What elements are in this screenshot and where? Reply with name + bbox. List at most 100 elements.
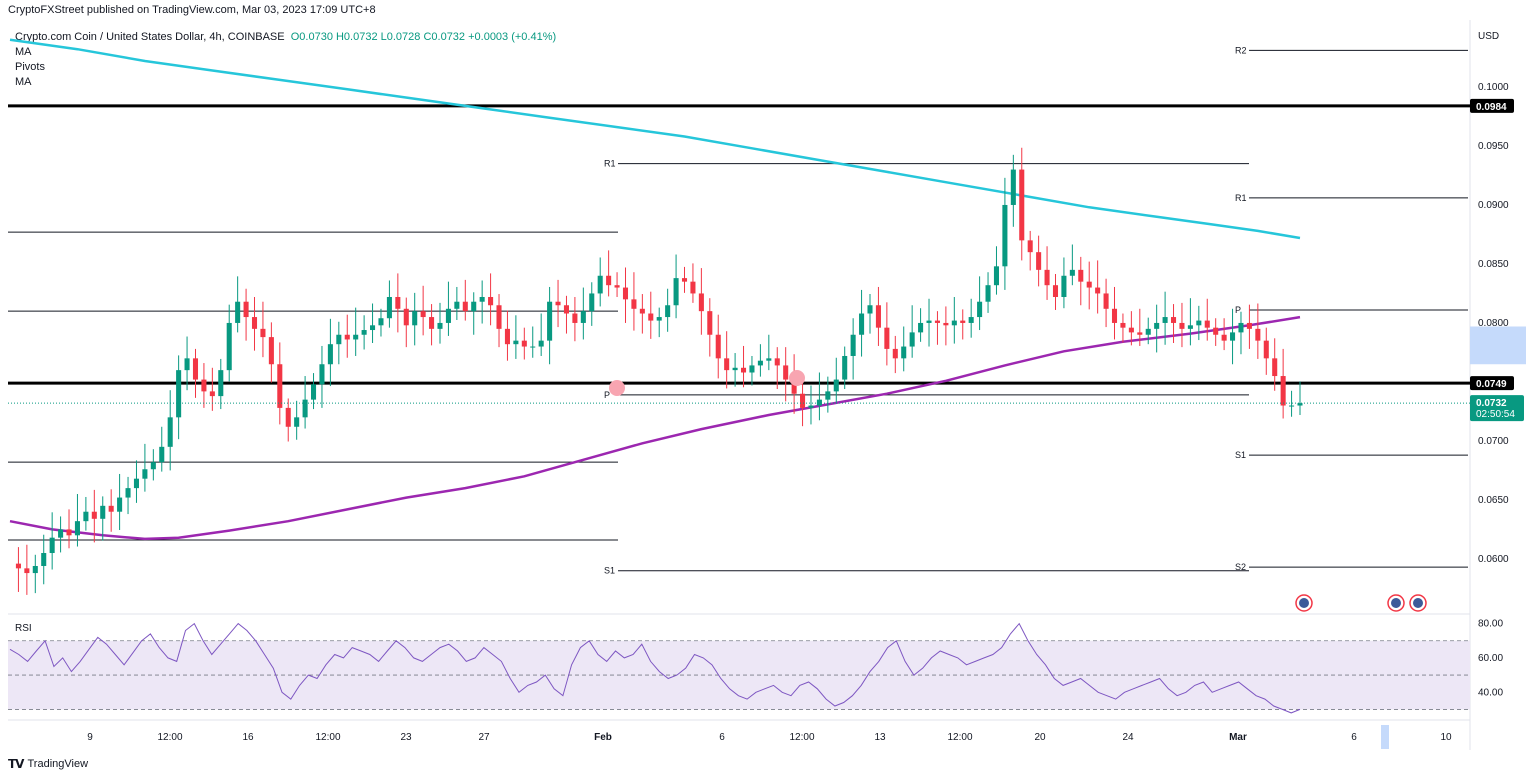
candle-body-38	[327, 344, 333, 365]
candle-body-128	[1086, 281, 1092, 288]
candle-body-121	[1027, 240, 1033, 253]
footer-brand[interactable]: 𝗧𝗩 TradingView	[8, 757, 88, 771]
candle-body-12	[108, 505, 114, 512]
candle-body-19	[167, 417, 173, 447]
indicator-ma-fast[interactable]: MA	[15, 46, 32, 58]
price-tick-8: 0.0600	[1478, 554, 1509, 565]
candle-body-8	[74, 521, 80, 536]
time-tick-12: 24	[1122, 732, 1134, 743]
candle-body-4	[41, 553, 47, 566]
candle-body-59	[504, 328, 510, 345]
candle-body-50	[429, 317, 435, 329]
candle-body-33	[285, 407, 291, 427]
candle-body-130	[1103, 293, 1109, 309]
time-tick-8: 12:00	[789, 732, 814, 743]
candle-body-34	[294, 417, 300, 427]
candle-body-100	[850, 334, 856, 356]
candle-body-105	[892, 348, 898, 359]
candle-body-104	[884, 327, 890, 349]
candle-body-124	[1052, 285, 1059, 297]
price-tick-2: 0.0900	[1478, 200, 1509, 211]
candle-body-111	[943, 322, 949, 326]
candle-body-94	[800, 393, 806, 408]
candle-body-57	[488, 296, 494, 306]
candle-body-95	[808, 405, 814, 408]
candle-body-49	[420, 311, 426, 318]
candle-body-75	[639, 308, 645, 314]
candle-body-5	[49, 537, 55, 554]
pivot-label-Mar-1: R1	[1235, 193, 1247, 203]
time-tick-4: 23	[400, 732, 412, 743]
candle-body-80	[681, 278, 688, 282]
candle-body-60	[513, 340, 519, 345]
candle-body-113	[960, 320, 966, 323]
candle-body-52	[445, 308, 451, 323]
time-tick-3: 12:00	[315, 732, 340, 743]
candle-body-48	[412, 311, 418, 326]
price-axis-unit: USD	[1478, 31, 1499, 42]
usd-flag-icon-2	[1413, 598, 1423, 608]
price-tick-0: 0.1000	[1478, 82, 1509, 93]
ma-line-1	[9, 38, 1301, 240]
candle-body-56	[479, 296, 485, 302]
indicator-ma-slow[interactable]: MA	[15, 76, 32, 88]
candle-body-71	[606, 275, 612, 286]
time-tick-15: 10	[1440, 732, 1452, 743]
candle-body-139	[1179, 322, 1185, 329]
candle-body-83	[707, 311, 713, 335]
candle-body-147	[1246, 322, 1252, 329]
candle-body-74	[631, 299, 637, 309]
pivot-label-Mar-4: S2	[1235, 562, 1246, 572]
candle-body-72	[614, 285, 620, 288]
last-price-label: 0.0732	[1476, 398, 1507, 409]
price-tick-6: 0.0700	[1478, 436, 1509, 447]
candle-body-125	[1061, 275, 1067, 297]
candle-body-14	[125, 488, 131, 498]
pivot-label-Feb-0: R1	[604, 159, 616, 169]
candle-body-20	[176, 370, 182, 418]
candle-body-143	[1213, 327, 1219, 335]
level-tag-label-0: 0.0984	[1476, 102, 1507, 113]
candle-body-91	[774, 358, 780, 366]
candle-body-138	[1171, 317, 1177, 323]
rsi-tick-0: 80.00	[1478, 619, 1503, 630]
ma-line-0	[9, 315, 1301, 541]
candle-body-145	[1230, 332, 1236, 341]
candle-body-15	[133, 478, 139, 489]
price-tick-4: 0.0800	[1478, 318, 1509, 329]
candle-body-85	[724, 358, 730, 371]
price-tick-3: 0.0850	[1478, 259, 1509, 270]
candle-body-29	[251, 317, 258, 329]
candle-body-77	[656, 317, 662, 321]
candle-body-106	[901, 346, 907, 359]
candle-body-84	[715, 334, 721, 359]
symbol-title[interactable]: Crypto.com Coin / United States Dollar, …	[15, 31, 285, 43]
candle-body-62	[530, 346, 536, 348]
candle-body-120	[1019, 169, 1025, 241]
level-tag-label-1: 0.0749	[1476, 379, 1507, 390]
time-tick-13: Mar	[1229, 732, 1247, 743]
candle-body-96	[816, 399, 822, 406]
indicator-pivots[interactable]: Pivots	[15, 61, 45, 73]
candle-body-73	[622, 287, 629, 300]
candle-body-97	[825, 391, 831, 400]
time-tick-0: 9	[87, 732, 93, 743]
candle-body-129	[1095, 287, 1101, 294]
candle-body-114	[968, 317, 974, 323]
candle-body-64	[547, 301, 553, 341]
rsi-line	[9, 622, 1301, 714]
candle-body-118	[1002, 204, 1008, 267]
candle-body-136	[1154, 322, 1160, 329]
candle-body-21	[184, 358, 190, 371]
candle-body-45	[386, 296, 392, 319]
candle-body-148	[1255, 328, 1261, 341]
pivot-label-Mar-0: R2	[1235, 45, 1247, 55]
candle-body-36	[311, 384, 317, 400]
candle-body-103	[875, 305, 881, 328]
candle-body-152	[1289, 405, 1295, 407]
candle-body-23	[201, 379, 207, 392]
candle-body-108	[918, 322, 924, 333]
price-tick-1: 0.0950	[1478, 141, 1509, 152]
candle-body-24	[209, 391, 215, 397]
